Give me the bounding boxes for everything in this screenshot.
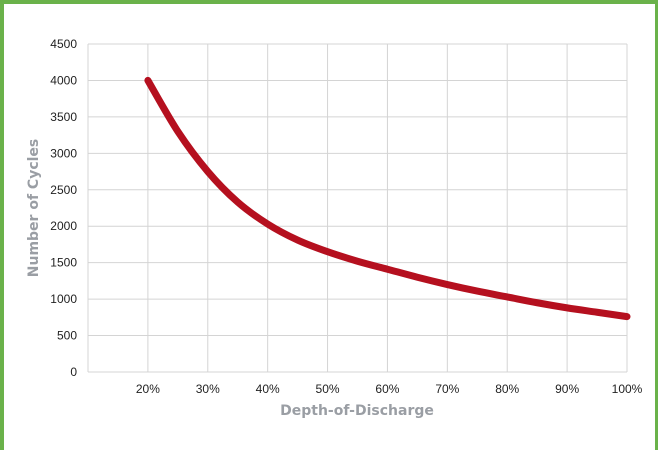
y-tick-label: 3500 — [50, 110, 77, 124]
y-tick-label: 2500 — [50, 183, 77, 197]
y-tick-label: 0 — [70, 365, 77, 379]
x-tick-label: 80% — [495, 382, 519, 396]
y-tick-label: 2000 — [50, 219, 77, 233]
y-tick-label: 1500 — [50, 256, 77, 270]
y-tick-label: 3000 — [50, 146, 77, 160]
x-tick-label: 60% — [375, 382, 399, 396]
frame-border-right — [655, 0, 658, 450]
y-axis-ticks: 0 500 1000 1500 2000 2500 3000 3500 4000 4500 — [50, 37, 77, 379]
y-tick-label: 500 — [57, 329, 77, 343]
series-line-0 — [144, 76, 631, 321]
x-tick-label: 100% — [612, 382, 643, 396]
y-axis-label: Number of Cycles — [26, 139, 42, 277]
y-tick-label: 4000 — [50, 73, 77, 87]
x-tick-label: 30% — [196, 382, 220, 396]
x-tick-label: 20% — [136, 382, 160, 396]
grid — [87, 43, 628, 373]
x-axis-ticks: 20% 30% 40% 50% 60% 70% 80% 90% 100% — [136, 382, 643, 396]
frame-border-top — [0, 0, 658, 4]
x-tick-label: 50% — [316, 382, 340, 396]
series-group — [144, 76, 631, 321]
x-axis-label: Depth-of-Discharge — [280, 403, 434, 419]
frame-border-left — [0, 0, 4, 450]
y-tick-label: 1000 — [50, 292, 77, 306]
x-tick-label: 70% — [435, 382, 459, 396]
y-tick-label: 4500 — [50, 37, 77, 51]
x-tick-label: 40% — [256, 382, 280, 396]
x-tick-label: 90% — [555, 382, 579, 396]
